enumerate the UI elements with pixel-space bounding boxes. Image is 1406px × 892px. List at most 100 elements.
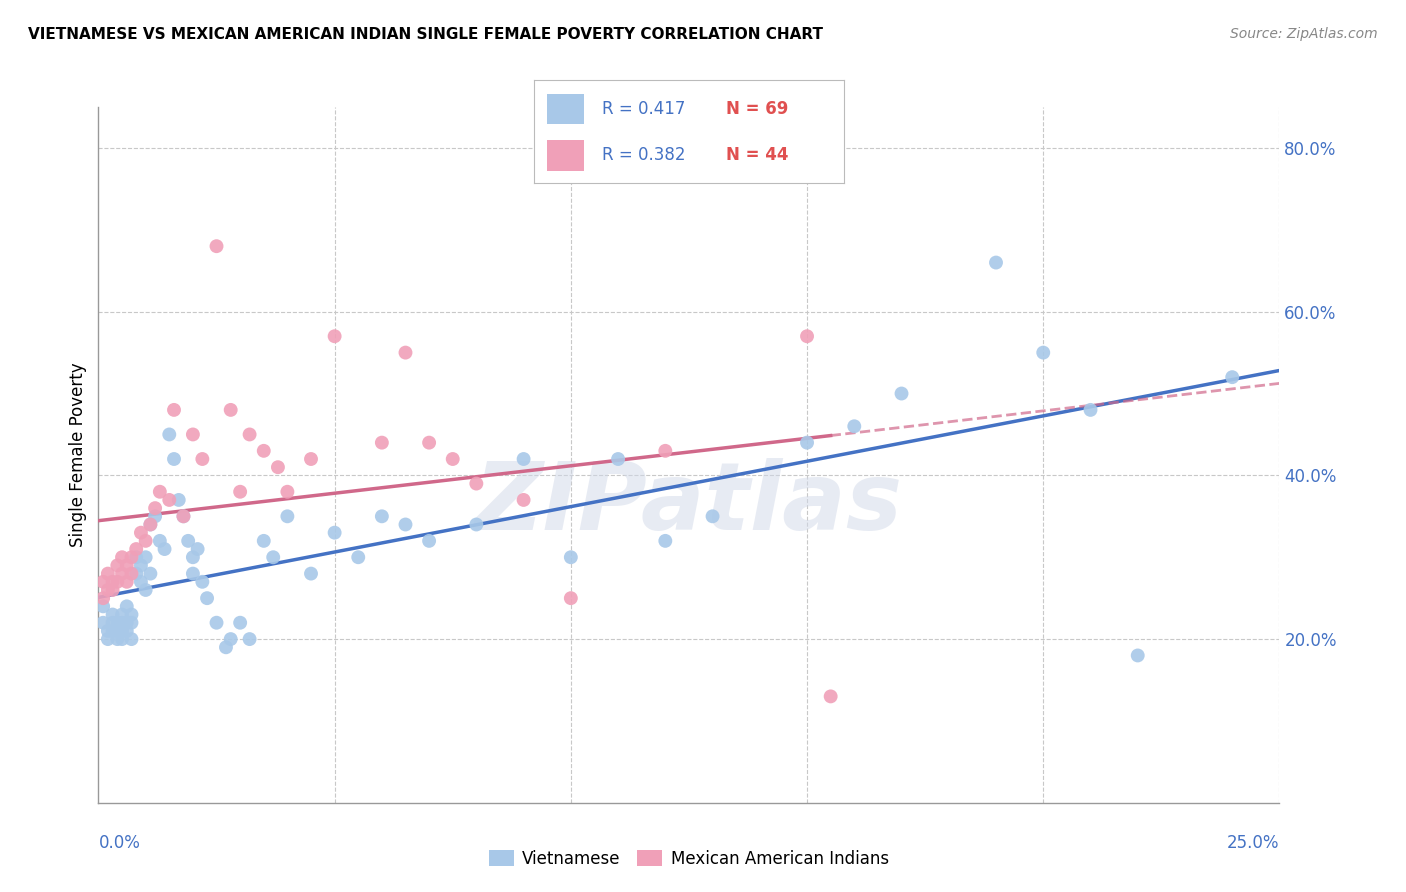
Point bbox=[105, 632, 128, 646]
Text: Source: ZipAtlas.com: Source: ZipAtlas.com bbox=[1230, 27, 1378, 41]
Point bbox=[139, 566, 162, 581]
Point bbox=[121, 566, 143, 581]
Point bbox=[97, 566, 120, 581]
Point bbox=[299, 452, 322, 467]
Point bbox=[125, 566, 148, 581]
Point bbox=[262, 550, 284, 565]
Y-axis label: Single Female Poverty: Single Female Poverty bbox=[69, 363, 87, 547]
Point bbox=[149, 533, 172, 548]
Point bbox=[1080, 403, 1102, 417]
Point bbox=[105, 558, 128, 573]
Point bbox=[191, 574, 214, 589]
Point bbox=[111, 607, 134, 622]
Point bbox=[394, 345, 416, 359]
Point bbox=[465, 517, 488, 532]
Point bbox=[111, 615, 134, 630]
Point bbox=[512, 492, 534, 507]
Point bbox=[177, 533, 200, 548]
Point bbox=[205, 615, 228, 630]
Point bbox=[890, 386, 912, 401]
Point bbox=[91, 615, 114, 630]
Point bbox=[135, 550, 157, 565]
Point bbox=[205, 239, 228, 253]
Point bbox=[418, 435, 440, 450]
Point bbox=[143, 509, 166, 524]
Point bbox=[167, 492, 190, 507]
Point bbox=[276, 509, 298, 524]
Point bbox=[654, 443, 676, 458]
Text: ZIPatlas: ZIPatlas bbox=[475, 458, 903, 549]
Point bbox=[125, 550, 148, 565]
Point bbox=[91, 591, 114, 606]
Point bbox=[91, 599, 114, 614]
Point bbox=[1220, 370, 1243, 384]
Legend: Vietnamese, Mexican American Indians: Vietnamese, Mexican American Indians bbox=[482, 843, 896, 874]
Point bbox=[129, 558, 152, 573]
Point bbox=[323, 329, 346, 343]
Point bbox=[121, 607, 143, 622]
Point bbox=[135, 582, 157, 597]
Point bbox=[129, 574, 152, 589]
Point bbox=[560, 550, 582, 565]
Point bbox=[371, 435, 394, 450]
Point bbox=[111, 550, 134, 565]
Point bbox=[121, 632, 143, 646]
Point bbox=[101, 582, 124, 597]
Point bbox=[239, 427, 262, 442]
Text: R = 0.382: R = 0.382 bbox=[602, 146, 686, 164]
Point bbox=[163, 452, 186, 467]
Text: VIETNAMESE VS MEXICAN AMERICAN INDIAN SINGLE FEMALE POVERTY CORRELATION CHART: VIETNAMESE VS MEXICAN AMERICAN INDIAN SI… bbox=[28, 27, 823, 42]
Point bbox=[157, 427, 180, 442]
Point bbox=[105, 574, 128, 589]
Point bbox=[796, 329, 818, 343]
Point bbox=[702, 509, 724, 524]
Text: N = 44: N = 44 bbox=[725, 146, 789, 164]
Bar bbox=[547, 94, 583, 124]
Point bbox=[181, 566, 204, 581]
Point bbox=[143, 501, 166, 516]
Point bbox=[153, 542, 176, 557]
Point bbox=[139, 517, 162, 532]
Point bbox=[796, 435, 818, 450]
Bar bbox=[547, 140, 583, 170]
Point bbox=[111, 566, 134, 581]
Point bbox=[844, 419, 866, 434]
Point bbox=[172, 509, 194, 524]
Point bbox=[139, 517, 162, 532]
Point bbox=[115, 599, 138, 614]
Point bbox=[347, 550, 370, 565]
Point bbox=[181, 427, 204, 442]
Point bbox=[820, 690, 842, 704]
Point bbox=[191, 452, 214, 467]
Point bbox=[253, 443, 276, 458]
Point bbox=[101, 607, 124, 622]
Point bbox=[115, 615, 138, 630]
Text: N = 69: N = 69 bbox=[725, 100, 789, 118]
Point bbox=[654, 533, 676, 548]
Point bbox=[371, 509, 394, 524]
Point bbox=[111, 632, 134, 646]
Point bbox=[125, 542, 148, 557]
Point bbox=[229, 615, 252, 630]
Point bbox=[253, 533, 276, 548]
Point bbox=[101, 624, 124, 638]
Point bbox=[97, 632, 120, 646]
Point bbox=[105, 615, 128, 630]
Point bbox=[512, 452, 534, 467]
Point bbox=[105, 624, 128, 638]
Point bbox=[101, 574, 124, 589]
Point bbox=[157, 492, 180, 507]
Point bbox=[560, 591, 582, 606]
Point bbox=[267, 460, 290, 475]
Point bbox=[219, 632, 242, 646]
Point bbox=[181, 550, 204, 565]
Point bbox=[1032, 345, 1054, 359]
Point bbox=[441, 452, 464, 467]
Point bbox=[149, 484, 172, 499]
Point bbox=[195, 591, 218, 606]
Point bbox=[91, 574, 114, 589]
Point bbox=[1126, 648, 1149, 663]
Point bbox=[276, 484, 298, 499]
Point bbox=[323, 525, 346, 540]
Point bbox=[465, 476, 488, 491]
